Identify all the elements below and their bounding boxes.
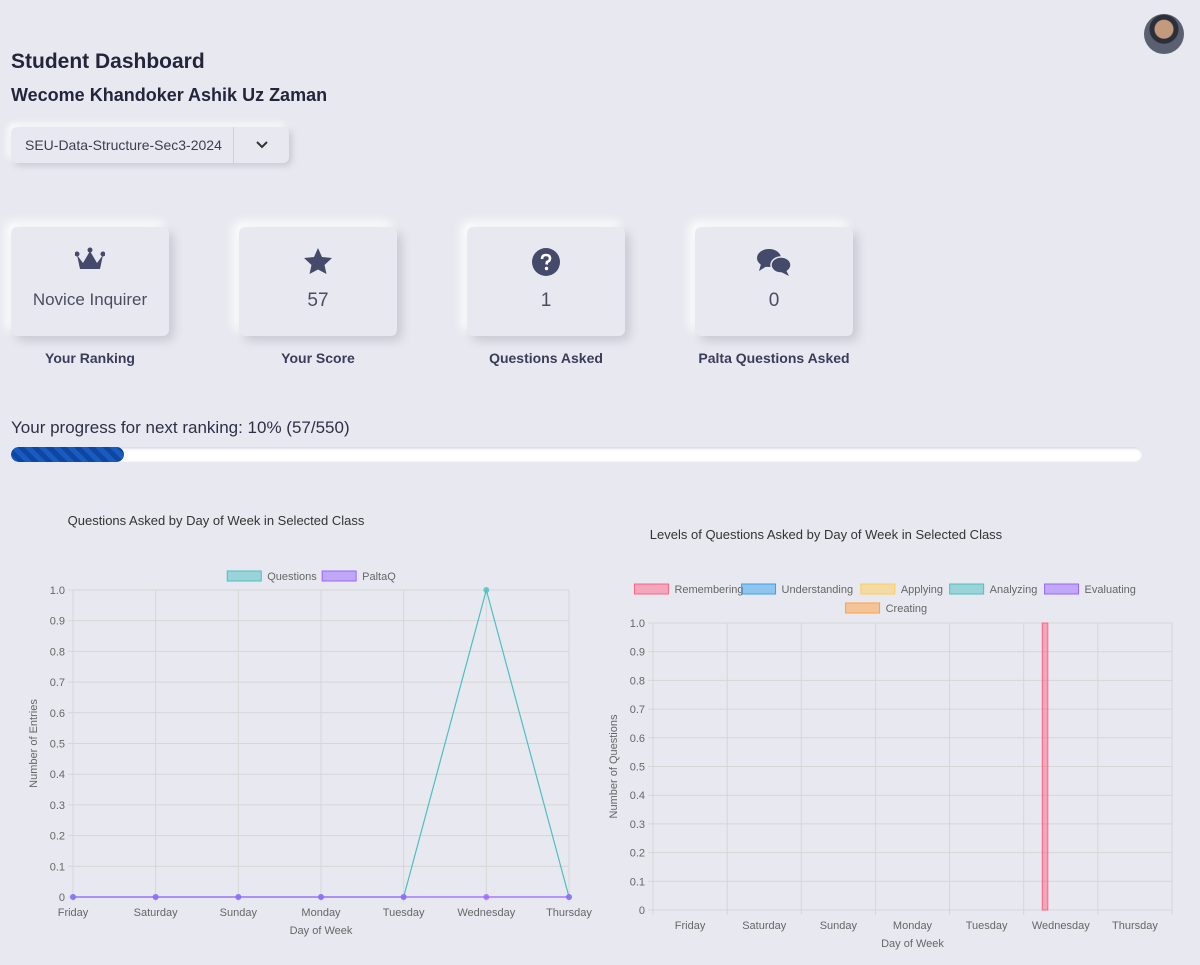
y-tick-label: 0	[639, 905, 645, 917]
legend-label: Remembering	[674, 584, 743, 596]
bar	[1041, 622, 1049, 911]
y-tick-label: 0	[59, 892, 65, 904]
class-select[interactable]: SEU-Data-Structure-Sec3-2024	[11, 127, 289, 163]
select-value: SEU-Data-Structure-Sec3-2024	[11, 127, 234, 163]
x-tick-label: Monday	[893, 920, 933, 932]
x-axis-label: Day of Week	[881, 938, 944, 950]
legend-swatch	[226, 570, 262, 582]
progress-track	[11, 447, 1142, 462]
crown-icon	[75, 247, 105, 269]
y-tick-label: 0.3	[50, 800, 65, 812]
y-tick-label: 0.1	[630, 876, 645, 888]
x-tick-label: Monday	[301, 907, 341, 919]
legend-label: Evaluating	[1085, 584, 1136, 596]
y-tick-label: 1.0	[50, 585, 65, 597]
y-tick-label: 0.6	[630, 733, 645, 745]
legend-swatch	[741, 583, 777, 595]
x-tick-label: Thursday	[1112, 920, 1158, 932]
legend-swatch	[633, 583, 669, 595]
point	[400, 894, 407, 900]
avatar[interactable]	[1144, 14, 1184, 54]
point	[70, 894, 76, 900]
card-value: 1	[540, 290, 552, 311]
card-label: Your Ranking	[45, 350, 135, 366]
point	[483, 894, 490, 900]
y-tick-label: 0.7	[630, 704, 645, 716]
card-label: Questions Asked	[489, 350, 603, 366]
y-tick-label: 0.8	[50, 646, 65, 658]
chart-title: Levels of Questions Asked by Day of Week…	[650, 527, 1003, 542]
legend-swatch	[949, 583, 985, 595]
x-tick-label: Tuesday	[966, 920, 1008, 932]
comments-icon	[757, 249, 792, 276]
line-chart: Questions Asked by Day of Week in Select…	[28, 513, 592, 937]
star-icon	[304, 248, 332, 274]
x-tick-label: Saturday	[134, 907, 179, 919]
ranking-card: Novice Inquirer	[11, 227, 169, 336]
x-tick-label: Wednesday	[457, 907, 515, 919]
y-tick-label: 0.8	[630, 675, 645, 687]
y-axis-label: Number of Entries	[28, 699, 40, 788]
page-title: Student Dashboard	[11, 50, 205, 73]
point	[566, 894, 572, 900]
bar-chart: Levels of Questions Asked by Day of Week…	[608, 527, 1173, 950]
legend-swatch	[321, 570, 357, 582]
y-tick-label: 0.2	[50, 831, 65, 843]
legend-label: Questions	[267, 571, 317, 583]
welcome: Wecome Khandoker Ashik Uz Zaman	[11, 85, 328, 105]
legend-label: PaltaQ	[362, 571, 396, 583]
card-value: Novice Inquirer	[32, 290, 148, 309]
y-tick-label: 0.9	[630, 647, 645, 659]
point	[235, 894, 242, 900]
card-label: Your Score	[281, 350, 355, 366]
progress-fill	[11, 447, 125, 462]
x-tick-label: Wednesday	[1032, 920, 1090, 932]
x-tick-label: Friday	[58, 907, 89, 919]
y-tick-label: 0.3	[630, 819, 645, 831]
y-tick-label: 0.7	[50, 677, 65, 689]
y-tick-label: 0.9	[50, 616, 65, 628]
x-tick-label: Sunday	[820, 920, 858, 932]
y-tick-label: 0.5	[50, 739, 65, 751]
y-tick-label: 0.6	[50, 708, 65, 720]
score-card: 57	[239, 227, 397, 336]
x-tick-label: Saturday	[742, 920, 787, 932]
y-tick-label: 1.0	[630, 618, 645, 630]
questions-card: 1	[467, 227, 625, 336]
x-tick-label: Tuesday	[383, 907, 425, 919]
palta-card: 0	[695, 227, 853, 336]
y-tick-label: 0.2	[630, 848, 645, 860]
y-tick-label: 0.1	[50, 861, 65, 873]
legend-label: Analyzing	[990, 584, 1038, 596]
legend-swatch	[860, 583, 896, 595]
x-tick-label: Sunday	[220, 907, 258, 919]
progress-text: Your progress for next ranking: 10% (57/…	[11, 418, 350, 437]
legend-swatch	[845, 602, 881, 614]
card-value: 57	[307, 290, 329, 311]
card-value: 0	[768, 290, 780, 311]
legend-swatch	[1044, 583, 1080, 595]
legend-label: Creating	[886, 603, 928, 615]
y-axis-label: Number of Questions	[608, 714, 620, 818]
chevron	[234, 141, 289, 149]
x-tick-label: Friday	[675, 920, 706, 932]
card-label: Palta Questions Asked	[698, 350, 850, 366]
legend-label: Applying	[901, 584, 943, 596]
point	[318, 894, 324, 900]
x-tick-label: Thursday	[546, 907, 592, 919]
y-tick-label: 0.4	[630, 790, 645, 802]
legend-label: Understanding	[782, 584, 854, 596]
y-tick-label: 0.5	[630, 762, 645, 774]
question-icon	[532, 248, 560, 276]
y-tick-label: 0.4	[50, 769, 65, 781]
x-axis-label: Day of Week	[290, 925, 353, 937]
point	[483, 587, 490, 593]
chart-title: Questions Asked by Day of Week in Select…	[68, 513, 365, 528]
point	[152, 894, 159, 900]
